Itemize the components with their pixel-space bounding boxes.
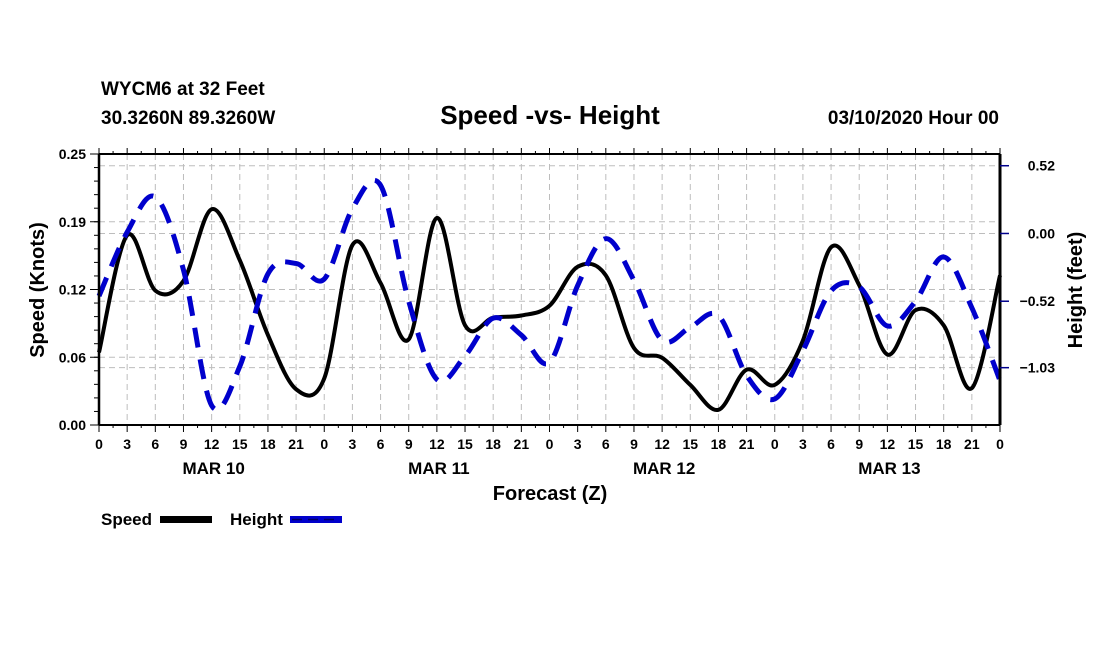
x-tick-label: 9 xyxy=(855,436,863,452)
x-tick-label: 18 xyxy=(260,436,276,452)
x-tick-label: 12 xyxy=(880,436,896,452)
x-tick-label: 3 xyxy=(349,436,357,452)
legend-speed-label: Speed xyxy=(101,510,152,529)
y-tick-label: 0.12 xyxy=(59,282,86,298)
y2-tick-label: 0.00 xyxy=(1028,225,1055,241)
y-tick-label: 0.00 xyxy=(59,417,86,433)
x-tick-label: 18 xyxy=(936,436,952,452)
day-label: MAR 12 xyxy=(633,459,695,478)
y2-tick-label: −1.03 xyxy=(1020,360,1056,376)
x-tick-label: 21 xyxy=(514,436,530,452)
run-time-label: 03/10/2020 Hour 00 xyxy=(828,108,999,129)
x-tick-label: 0 xyxy=(95,436,103,452)
x-tick-label: 0 xyxy=(546,436,554,452)
day-label: MAR 11 xyxy=(408,459,469,478)
x-axis-title: Forecast (Z) xyxy=(493,483,607,505)
x-tick-label: 15 xyxy=(457,436,473,452)
x-tick-label: 6 xyxy=(377,436,385,452)
x-tick-label: 21 xyxy=(288,436,304,452)
station-label: WYCM6 at 32 Feet xyxy=(101,79,265,100)
day-label: MAR 10 xyxy=(182,459,244,478)
height-series-line xyxy=(96,177,1003,413)
x-tick-label: 18 xyxy=(711,436,727,452)
x-tick-label: 9 xyxy=(180,436,188,452)
x-tick-label: 3 xyxy=(799,436,807,452)
x-tick-label: 21 xyxy=(739,436,755,452)
x-tick-label: 3 xyxy=(574,436,582,452)
x-tick-label: 15 xyxy=(232,436,248,452)
y-tick-label: 0.06 xyxy=(59,349,86,365)
x-tick-label: 0 xyxy=(771,436,779,452)
x-tick-label: 6 xyxy=(151,436,159,452)
x-tick-label: 12 xyxy=(654,436,670,452)
x-tick-label: 0 xyxy=(320,436,328,452)
series-group xyxy=(96,177,1003,413)
x-tick-label: 21 xyxy=(964,436,980,452)
speed-series-line xyxy=(97,207,1002,412)
y-tick-label: 0.25 xyxy=(59,146,86,162)
x-tick-label: 12 xyxy=(429,436,445,452)
chart-title: Speed -vs- Height xyxy=(440,100,660,130)
x-tick-label: 9 xyxy=(405,436,413,452)
x-tick-label: 6 xyxy=(827,436,835,452)
location-label: 30.3260N 89.3260W xyxy=(101,108,275,129)
y2-tick-label: 0.52 xyxy=(1028,158,1055,174)
x-tick-label: 15 xyxy=(682,436,698,452)
y2-tick-label: −0.52 xyxy=(1020,293,1056,309)
day-label: MAR 13 xyxy=(858,459,920,478)
legend: Speed Height xyxy=(101,510,342,529)
x-tick-label: 0 xyxy=(996,436,1004,452)
x-tick-label: 12 xyxy=(204,436,220,452)
x-tick-label: 18 xyxy=(485,436,501,452)
y2-axis-title: Height (feet) xyxy=(1065,232,1087,349)
x-tick-label: 15 xyxy=(908,436,924,452)
x-tick-label: 9 xyxy=(630,436,638,452)
legend-speed-swatch xyxy=(160,516,212,523)
axes: 0 3 6 9 12 15 18 21 0 3 6 9 12 15 18 21 0 3 6 9 12 15 18 21 0 3 6 9… xyxy=(59,146,1055,478)
legend-height-label: Height xyxy=(230,510,283,529)
y-tick-label: 0.19 xyxy=(59,214,86,230)
x-tick-label: 3 xyxy=(123,436,131,452)
y-axis-title: Speed (Knots) xyxy=(27,222,49,358)
x-tick-label: 6 xyxy=(602,436,610,452)
